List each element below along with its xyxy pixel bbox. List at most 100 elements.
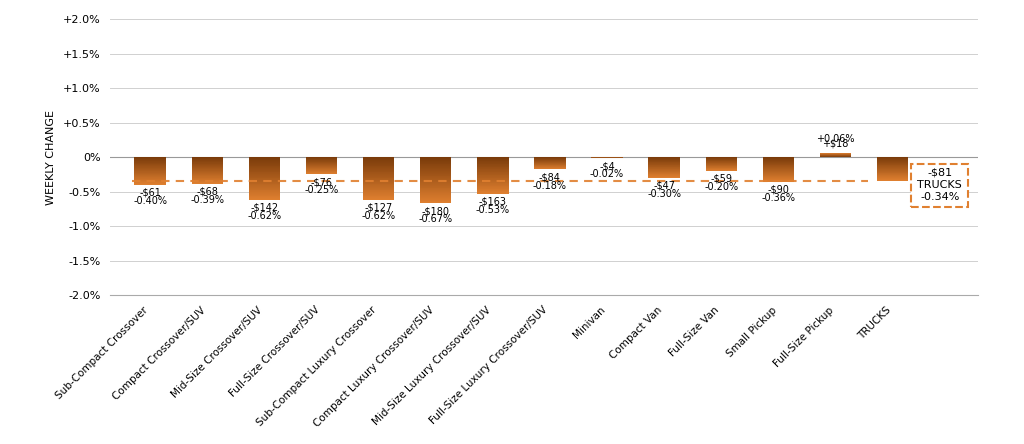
Bar bbox=[420, 168, 452, 169]
Bar bbox=[877, 180, 908, 181]
Text: -$68: -$68 bbox=[197, 187, 218, 197]
Bar bbox=[477, 172, 509, 173]
Bar bbox=[249, 163, 280, 164]
Bar bbox=[249, 172, 280, 173]
Bar bbox=[420, 161, 452, 162]
Bar bbox=[420, 182, 452, 183]
Bar bbox=[877, 173, 908, 174]
Bar bbox=[134, 176, 166, 177]
Bar bbox=[420, 201, 452, 202]
Bar bbox=[191, 168, 223, 169]
Bar bbox=[362, 193, 394, 194]
Bar bbox=[249, 184, 280, 185]
Bar bbox=[134, 183, 166, 184]
Bar bbox=[420, 198, 452, 200]
Bar bbox=[420, 200, 452, 201]
Bar bbox=[420, 190, 452, 191]
Bar bbox=[134, 179, 166, 180]
Bar bbox=[249, 162, 280, 163]
Text: -0.40%: -0.40% bbox=[133, 196, 167, 206]
Bar bbox=[763, 181, 794, 182]
Bar bbox=[420, 180, 452, 181]
Bar bbox=[249, 193, 280, 194]
Bar bbox=[420, 160, 452, 161]
Text: -0.30%: -0.30% bbox=[647, 189, 681, 199]
Bar bbox=[191, 175, 223, 176]
Bar bbox=[763, 170, 794, 171]
Bar bbox=[134, 163, 166, 164]
Bar bbox=[877, 174, 908, 175]
Y-axis label: WEEKLY CHANGE: WEEKLY CHANGE bbox=[46, 110, 55, 205]
Bar bbox=[877, 169, 908, 170]
Bar bbox=[362, 166, 394, 167]
Bar bbox=[134, 164, 166, 165]
Bar bbox=[763, 157, 794, 158]
Bar bbox=[877, 164, 908, 165]
Bar bbox=[249, 164, 280, 165]
Bar bbox=[249, 182, 280, 183]
Bar bbox=[477, 162, 509, 163]
Bar bbox=[191, 172, 223, 173]
Bar bbox=[763, 159, 794, 160]
Bar bbox=[477, 164, 509, 165]
Text: -0.67%: -0.67% bbox=[419, 214, 453, 224]
Bar bbox=[362, 163, 394, 164]
Text: +$18: +$18 bbox=[822, 139, 849, 149]
Bar bbox=[249, 165, 280, 166]
Bar bbox=[420, 194, 452, 195]
Bar bbox=[191, 170, 223, 171]
Bar bbox=[362, 198, 394, 199]
Bar bbox=[362, 159, 394, 160]
Bar bbox=[134, 165, 166, 166]
Bar bbox=[420, 167, 452, 168]
Bar bbox=[477, 158, 509, 159]
Bar bbox=[249, 181, 280, 182]
Bar bbox=[362, 184, 394, 185]
Bar bbox=[420, 184, 452, 185]
Bar bbox=[249, 187, 280, 188]
Bar bbox=[249, 198, 280, 199]
Bar bbox=[877, 179, 908, 180]
Bar bbox=[477, 157, 509, 158]
Bar bbox=[134, 166, 166, 167]
Bar bbox=[477, 166, 509, 167]
Text: -$180: -$180 bbox=[422, 206, 450, 216]
Bar bbox=[877, 159, 908, 160]
Bar bbox=[362, 174, 394, 175]
Bar bbox=[477, 173, 509, 174]
Bar bbox=[877, 165, 908, 166]
Bar bbox=[134, 157, 166, 158]
Bar bbox=[249, 188, 280, 189]
Bar bbox=[134, 171, 166, 172]
Bar bbox=[420, 173, 452, 174]
Bar bbox=[763, 164, 794, 165]
Bar bbox=[362, 171, 394, 172]
Bar bbox=[362, 168, 394, 169]
Bar bbox=[362, 192, 394, 193]
Bar bbox=[362, 180, 394, 181]
Text: -$47: -$47 bbox=[653, 181, 675, 190]
Bar bbox=[362, 186, 394, 187]
Text: -0.39%: -0.39% bbox=[190, 195, 224, 205]
Bar bbox=[877, 166, 908, 167]
Bar bbox=[420, 162, 452, 163]
Text: -$61: -$61 bbox=[139, 187, 161, 198]
Bar bbox=[362, 165, 394, 166]
Bar bbox=[420, 169, 452, 170]
Bar bbox=[420, 172, 452, 173]
Bar bbox=[877, 177, 908, 178]
Bar bbox=[362, 170, 394, 171]
Bar bbox=[134, 174, 166, 175]
Bar bbox=[249, 199, 280, 200]
Bar bbox=[420, 189, 452, 190]
Bar bbox=[249, 194, 280, 195]
Bar bbox=[191, 165, 223, 166]
Bar bbox=[191, 158, 223, 159]
Bar bbox=[134, 178, 166, 179]
Bar bbox=[362, 179, 394, 180]
Bar bbox=[477, 190, 509, 191]
Bar bbox=[477, 191, 509, 192]
Bar bbox=[362, 181, 394, 182]
Bar bbox=[420, 196, 452, 197]
Bar bbox=[877, 167, 908, 168]
